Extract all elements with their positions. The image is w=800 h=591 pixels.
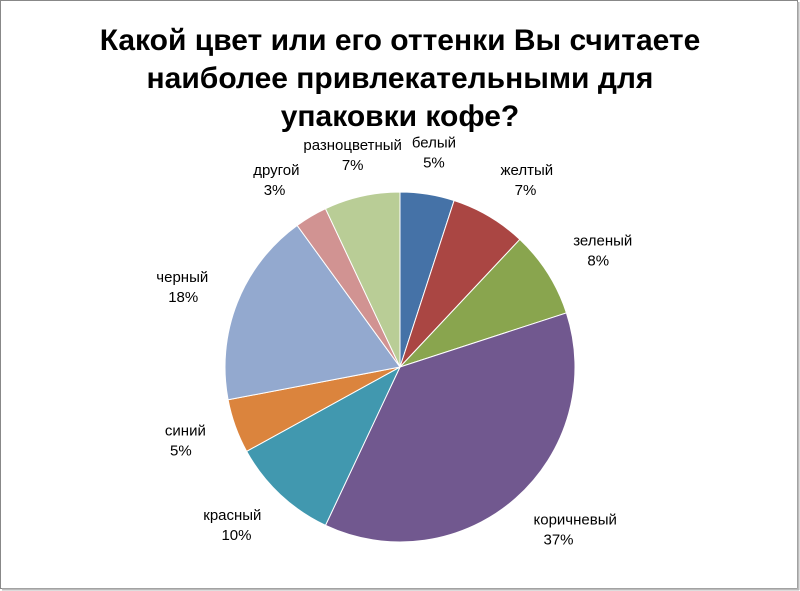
slice-value-label: 18% (168, 289, 198, 306)
chart-title: упаковки кофе? (281, 100, 519, 133)
slice-value-label: 5% (170, 442, 192, 459)
slice-value-label: 37% (543, 532, 573, 549)
slice-value-label: 8% (587, 253, 609, 270)
slice-value-label: 5% (423, 155, 445, 172)
slice-label: синий (165, 422, 206, 439)
chart-title: Какой цвет или его оттенки Вы считаете (100, 24, 701, 57)
slice-value-label: 7% (515, 182, 537, 199)
pie-slice (324, 191, 401, 368)
pie-slice (324, 312, 576, 543)
slice-value-label: 7% (342, 157, 364, 174)
slice-value-label: 3% (264, 182, 286, 199)
slice-label: черный (156, 269, 208, 286)
slice-value-label: 10% (221, 527, 251, 544)
pie-slice (224, 224, 401, 401)
slice-label: зеленый (573, 233, 632, 250)
slice-label: другой (253, 162, 299, 179)
slice-label: коричневый (534, 512, 617, 529)
slice-label: желтый (500, 162, 553, 179)
slice-label: белый (412, 135, 456, 152)
slice-label: красный (203, 507, 261, 524)
slice-label: разноцветный (303, 137, 402, 154)
chart-title: наиболее привлекательными для (147, 62, 654, 95)
pie-slice (245, 365, 402, 527)
